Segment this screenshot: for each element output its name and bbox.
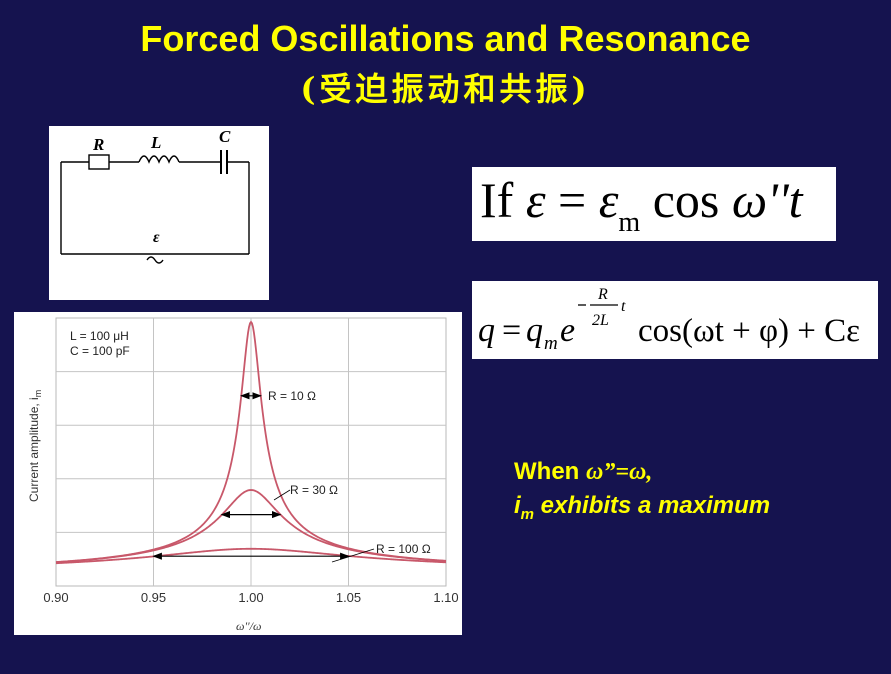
resonance-result: im exhibits a maximum — [514, 492, 770, 523]
x-tick-label: 0.95 — [141, 590, 166, 605]
resonance-chart: 0.90 0.95 1.00 1.05 1.10 Current amplitude, … — [14, 312, 462, 635]
eq1-eps: ε — [525, 172, 546, 228]
grid-lines — [56, 318, 446, 586]
inductor-symbol — [138, 155, 180, 164]
eq1-t: t — [788, 172, 803, 228]
curves — [55, 320, 447, 565]
x-tick-label: 1.05 — [336, 590, 361, 605]
x-axis-label: ω''/ω — [236, 619, 261, 633]
eq2-q: q — [478, 312, 495, 349]
series-label-r30: R = 30 Ω — [290, 483, 338, 497]
y-axis-label: Current amplitude, im — [27, 390, 43, 502]
eq1-eps-m: ε — [598, 172, 619, 228]
param-capacitance: C = 100 pF — [70, 344, 130, 358]
equation-driving-emf: If ε = εm cos ω''t — [472, 167, 836, 241]
note-when: When — [514, 458, 586, 485]
rlc-circuit-diagram: R L C ε — [49, 126, 269, 300]
note-rest: exhibits a maximum — [534, 492, 771, 519]
eq2-exp-num: R — [597, 286, 608, 303]
label-c: C — [219, 127, 231, 146]
eq2-qm: q — [526, 312, 543, 349]
half-width-arrows — [152, 392, 350, 560]
label-emf: ε — [153, 229, 160, 246]
eq2-cos-part: cos(ωt + φ) + Cε — [638, 313, 860, 349]
ac-source-icon — [146, 256, 164, 264]
resonance-chart-svg: 0.90 0.95 1.00 1.05 1.10 Current amplitude, … — [27, 317, 459, 633]
series-label-r100: R = 100 Ω — [376, 542, 431, 556]
y-axis-label-sub: m — [33, 390, 43, 398]
resistor-symbol — [88, 154, 110, 170]
x-tick-label: 1.00 — [238, 590, 263, 605]
eq1-omega: ω'' — [731, 172, 789, 228]
y-axis-label-text: Current amplitude, i — [27, 397, 41, 502]
slide-title: Forced Oscillations and Resonance — [140, 18, 751, 59]
x-tick-label: 0.90 — [43, 590, 68, 605]
slide-subtitle: (受迫振动和共振) — [300, 70, 591, 108]
leader-r30 — [273, 489, 291, 501]
eq2-e: e — [560, 312, 575, 349]
series-label-r10: R = 10 Ω — [268, 389, 316, 403]
eq2-equals: = — [502, 312, 521, 349]
leader-r100 — [331, 548, 375, 563]
eq2-exp-t: t — [621, 298, 626, 315]
eq2-sub-m: m — [544, 333, 558, 354]
eq1-sub-m: m — [618, 207, 641, 238]
param-inductance: L = 100 μH — [70, 329, 129, 343]
note-im-sub: m — [520, 505, 535, 523]
note-im: i — [514, 492, 521, 519]
x-tick-label: 1.10 — [433, 590, 458, 605]
note-omega: ω”=ω, — [586, 459, 653, 485]
eq1-cos: cos — [640, 172, 732, 228]
equation-charge: q = q m e R 2L t cos(ωt + φ) + Cε — [472, 281, 878, 359]
x-tick-labels: 0.90 0.95 1.00 1.05 1.10 — [43, 590, 458, 605]
label-l: L — [150, 133, 161, 152]
resonance-curve-r30 — [55, 489, 447, 564]
eq2-svg: q = q m e R 2L t cos(ωt + φ) + Cε — [478, 286, 860, 354]
eq1-equals: = — [545, 172, 599, 228]
label-r: R — [92, 135, 104, 154]
circuit-svg: R L C ε — [60, 127, 250, 264]
eq2-exp-den: 2L — [592, 312, 609, 329]
resonance-curve-r100 — [55, 547, 447, 565]
resonance-condition: When ω”=ω, — [514, 458, 652, 486]
eq1-if: If — [480, 172, 514, 228]
